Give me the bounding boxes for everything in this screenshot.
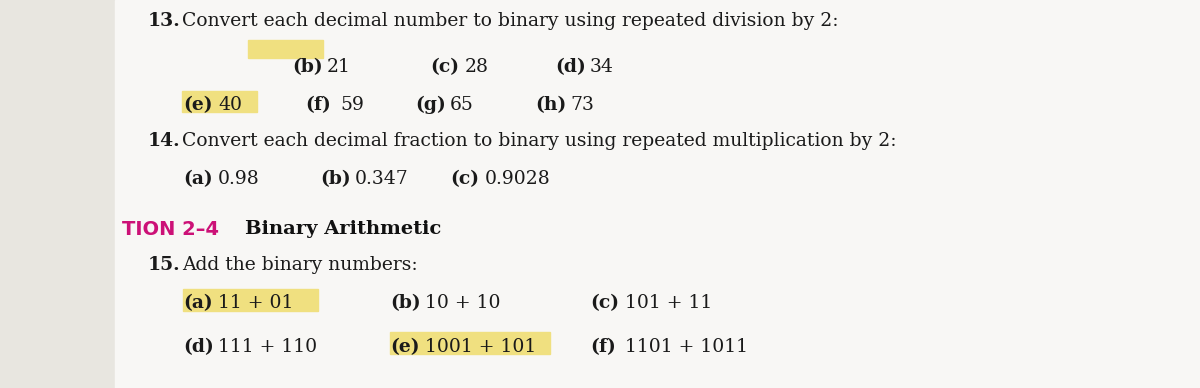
Text: (b): (b)	[320, 170, 350, 188]
Text: 21: 21	[326, 58, 350, 76]
Text: (c): (c)	[430, 58, 458, 76]
Text: 1101 + 1011: 1101 + 1011	[625, 338, 748, 356]
Text: 0.98: 0.98	[218, 170, 259, 188]
Text: (c): (c)	[590, 294, 619, 312]
Text: 65: 65	[450, 96, 474, 114]
Text: Add the binary numbers:: Add the binary numbers:	[182, 256, 418, 274]
Text: 0.347: 0.347	[355, 170, 409, 188]
Text: 59: 59	[340, 96, 364, 114]
Text: 13.: 13.	[148, 12, 181, 30]
Text: (a): (a)	[182, 170, 212, 188]
Text: (b): (b)	[390, 294, 421, 312]
Bar	[182, 289, 318, 311]
Text: (e): (e)	[182, 96, 212, 114]
Bar	[182, 91, 257, 112]
Text: Convert each decimal fraction to binary using repeated multiplication by 2:: Convert each decimal fraction to binary …	[182, 132, 896, 150]
Text: 0.9028: 0.9028	[485, 170, 551, 188]
Bar	[248, 40, 323, 58]
Text: 111 + 110: 111 + 110	[218, 338, 317, 356]
Text: (d): (d)	[182, 338, 214, 356]
Text: 11 + 01: 11 + 01	[218, 294, 293, 312]
Text: (c): (c)	[450, 170, 479, 188]
Text: Binary Arithmetic: Binary Arithmetic	[245, 220, 442, 238]
Text: 1001 + 101: 1001 + 101	[425, 338, 536, 356]
Text: (h): (h)	[535, 96, 566, 114]
Text: 14.: 14.	[148, 132, 181, 150]
Text: 28: 28	[466, 58, 490, 76]
Text: (e): (e)	[390, 338, 420, 356]
Text: 73: 73	[570, 96, 594, 114]
Text: (g): (g)	[415, 96, 445, 114]
Text: 15.: 15.	[148, 256, 181, 274]
Text: 10 + 10: 10 + 10	[425, 294, 500, 312]
Text: (f): (f)	[305, 96, 331, 114]
Text: (a): (a)	[182, 294, 212, 312]
Text: Convert each decimal number to binary using repeated division by 2:: Convert each decimal number to binary us…	[182, 12, 839, 30]
Text: (d): (d)	[554, 58, 586, 76]
Text: 40: 40	[218, 96, 242, 114]
Text: 34: 34	[590, 58, 614, 76]
Text: (b): (b)	[292, 58, 323, 76]
Text: 101 + 11: 101 + 11	[625, 294, 713, 312]
Text: (f): (f)	[590, 338, 616, 356]
Text: TION 2–4: TION 2–4	[122, 220, 220, 239]
Bar	[390, 332, 550, 354]
